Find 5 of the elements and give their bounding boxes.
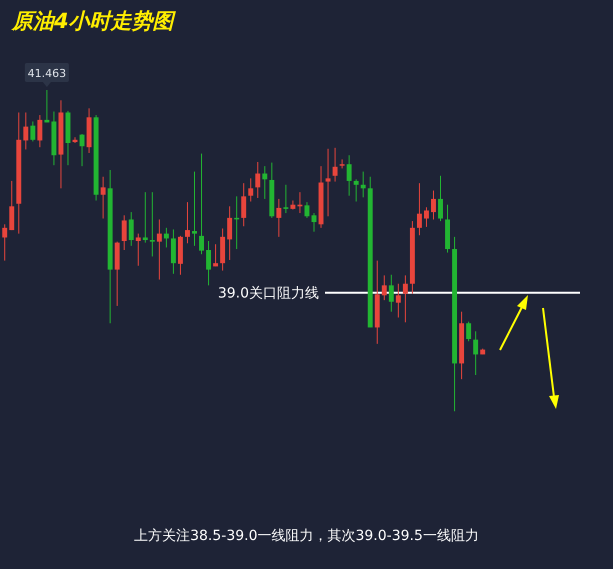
annotation: 41.463 [28,67,66,80]
annotation: 上方关注38.5-39.0一线阻力，其次39.0-39.5一线阻力 [134,528,479,544]
annotation: 41.463 [24,63,69,87]
ref-line-label: 39.0关口阻力线 [218,286,319,302]
title: 原油4小时走势图 [12,9,174,33]
